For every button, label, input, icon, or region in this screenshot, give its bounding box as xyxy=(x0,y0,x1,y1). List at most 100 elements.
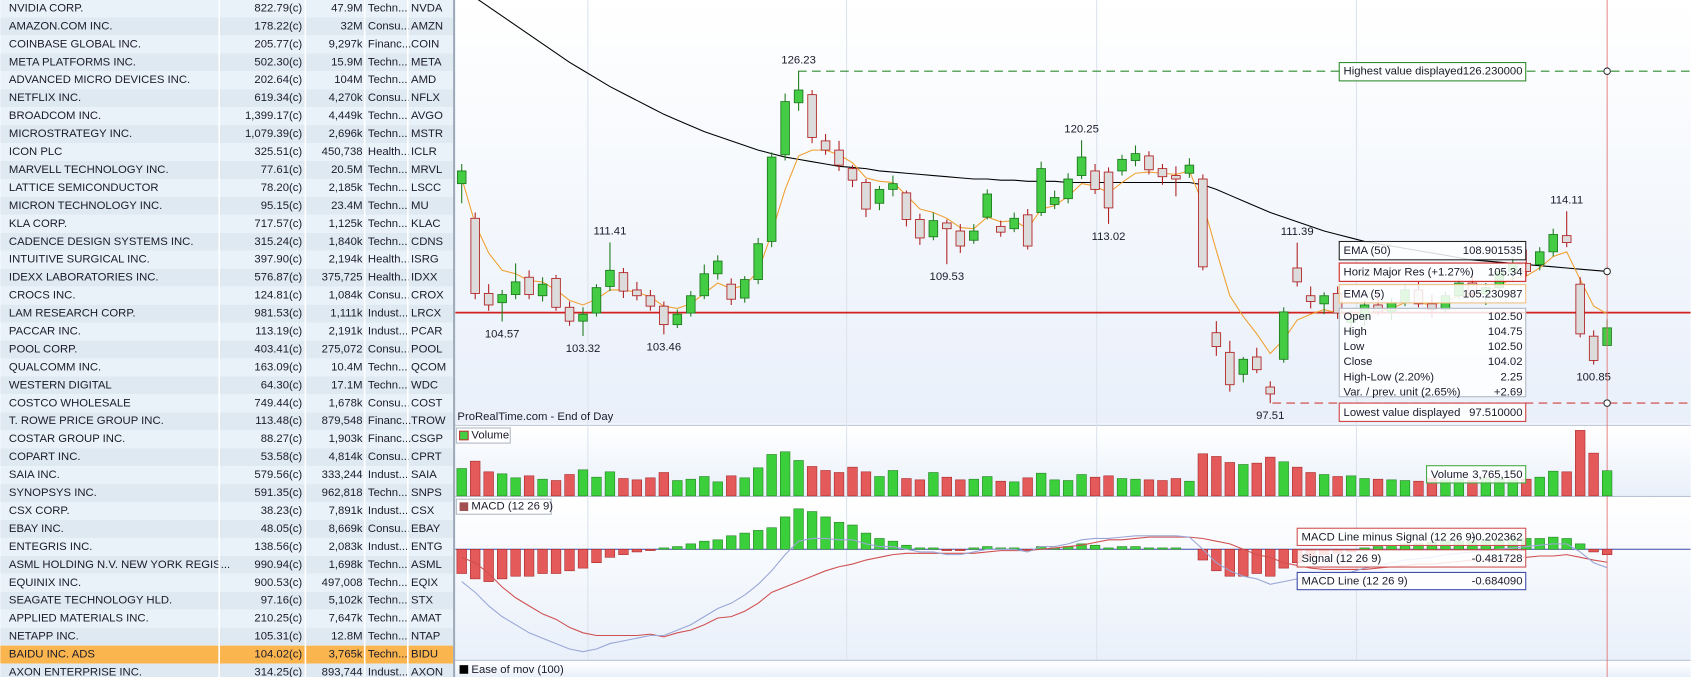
volume-bar xyxy=(699,476,710,497)
watchlist-cell: Techn... xyxy=(368,559,408,571)
watchlist-cell: 23.4M xyxy=(331,200,362,212)
watchlist-cell: Financ... xyxy=(368,433,411,445)
macd-histogram-bar xyxy=(1157,547,1168,550)
watchlist-row xyxy=(0,573,454,592)
low-label: 104.57 xyxy=(485,328,520,340)
macd-histogram-bar xyxy=(470,548,481,580)
watchlist-cell: COIN xyxy=(411,38,439,50)
candle-body xyxy=(524,276,534,296)
watchlist-cell: POOL CORP. xyxy=(9,343,77,355)
watchlist-cell: Techn... xyxy=(368,164,408,176)
info-label: Close xyxy=(1344,356,1373,368)
macd-legend-box xyxy=(1296,527,1527,547)
watchlist-cell: Consu... xyxy=(368,397,410,409)
watchlist-row xyxy=(0,663,454,677)
watchlist-cell: CSX xyxy=(411,505,435,517)
volume-box-title: Volume xyxy=(1431,469,1469,481)
candle-body xyxy=(510,281,521,296)
watchlist-cell: 12.8M xyxy=(331,631,362,643)
macd-histogram-bar xyxy=(1278,548,1289,569)
ease-icon xyxy=(459,665,469,674)
candle-body xyxy=(1278,311,1289,360)
volume-bar xyxy=(483,471,494,497)
macd-histogram-bar xyxy=(955,548,966,551)
macd-legend-box xyxy=(1296,571,1527,591)
watchlist-cell: 124.81(c) xyxy=(254,290,302,302)
macd-histogram-bar xyxy=(685,543,696,550)
watchlist-row xyxy=(0,107,454,126)
watchlist-cell: Techn... xyxy=(368,613,408,625)
volume-bar xyxy=(685,478,696,497)
watchlist-cell: 3,765k xyxy=(329,649,363,661)
watchlist-cell: AXON xyxy=(411,667,443,677)
watchlist-cell: Health... xyxy=(368,272,410,284)
info-value: 102.50 xyxy=(1488,311,1523,323)
watchlist-cell: 2,194k xyxy=(329,254,363,266)
candle-body xyxy=(847,168,858,181)
ema50-box xyxy=(1338,240,1527,261)
watchlist-cell: 88.27(c) xyxy=(261,433,303,445)
watchlist-cell: Techn... xyxy=(368,379,408,391)
lowest-text: Lowest value displayed xyxy=(1344,407,1461,419)
candle-body xyxy=(820,140,831,151)
watchlist-cell: MICRON TECHNOLOGY INC. xyxy=(9,200,162,212)
candle-body xyxy=(1009,217,1019,230)
resistance-text: Horiz Major Res (+1.27%) xyxy=(1344,267,1475,279)
volume-bar xyxy=(618,478,629,497)
watchlist-cell: 138.56(c) xyxy=(254,541,302,553)
watchlist-cell: Indust... xyxy=(368,541,408,553)
watchlist-cell: 95.15(c) xyxy=(261,200,303,212)
watchlist-cell: ASML HOLDING N.V. NEW YORK REGIS... xyxy=(9,559,230,571)
watchlist-cell: KLA CORP. xyxy=(9,218,67,230)
watchlist-cell: 4,270k xyxy=(329,92,363,104)
watchlist-cell: 104M xyxy=(334,74,362,86)
macd-histogram-bar xyxy=(887,540,899,550)
info-value: 102.50 xyxy=(1488,341,1523,353)
watchlist-cell: ASML xyxy=(411,559,442,571)
watchlist-cell: 1,840k xyxy=(329,236,363,248)
watchlist-cell: 375,725 xyxy=(322,272,363,284)
candle-body xyxy=(995,225,1006,233)
candle-body xyxy=(915,219,925,239)
watchlist-row xyxy=(0,178,454,197)
candle-body xyxy=(1252,356,1262,371)
candle-body xyxy=(497,294,507,304)
macd-histogram-bar xyxy=(941,548,952,551)
watchlist-cell: 576.87(c) xyxy=(254,272,302,284)
candle-body xyxy=(645,295,656,307)
candle-body xyxy=(659,305,669,326)
macd-histogram-bar xyxy=(510,548,521,577)
watchlist-cell: 104.02(c) xyxy=(254,649,302,661)
resistance-value: 105.34 xyxy=(1488,267,1523,279)
candle-body xyxy=(551,277,561,308)
volume-bar xyxy=(631,479,643,497)
watchlist-cell: 893,744 xyxy=(322,667,363,677)
watchlist-cell: AMAZON.COM INC. xyxy=(9,20,113,32)
volume-bar xyxy=(645,477,656,497)
watchlist-cell: Consu... xyxy=(368,523,410,535)
volume-bar xyxy=(955,479,966,497)
info-label: High-Low (2.20%) xyxy=(1344,371,1435,383)
low-label: 103.46 xyxy=(647,341,682,353)
candle-body xyxy=(1103,171,1114,209)
watchlist-cell: Techn... xyxy=(368,128,408,140)
candle-body xyxy=(483,292,494,306)
candle-body xyxy=(942,222,952,230)
ema5-box xyxy=(1338,284,1527,304)
watchlist-cell: EQUINIX INC. xyxy=(9,577,81,589)
highest-box xyxy=(1338,62,1527,82)
volume-bar xyxy=(1372,478,1384,497)
watchlist-cell: SAIA xyxy=(411,469,437,481)
ema50-name: EMA (50) xyxy=(1344,245,1391,257)
watchlist-row xyxy=(0,322,454,341)
panel-separators xyxy=(455,424,1691,661)
candle-body xyxy=(605,269,615,287)
candle-body xyxy=(766,156,777,242)
panel-title-box xyxy=(455,427,511,444)
volume-bar xyxy=(1413,480,1424,497)
volume-bar xyxy=(941,476,952,497)
candle-body xyxy=(901,192,912,220)
watchlist-cell: ENTEGRIS INC. xyxy=(9,541,92,553)
volume-bar xyxy=(712,481,723,497)
